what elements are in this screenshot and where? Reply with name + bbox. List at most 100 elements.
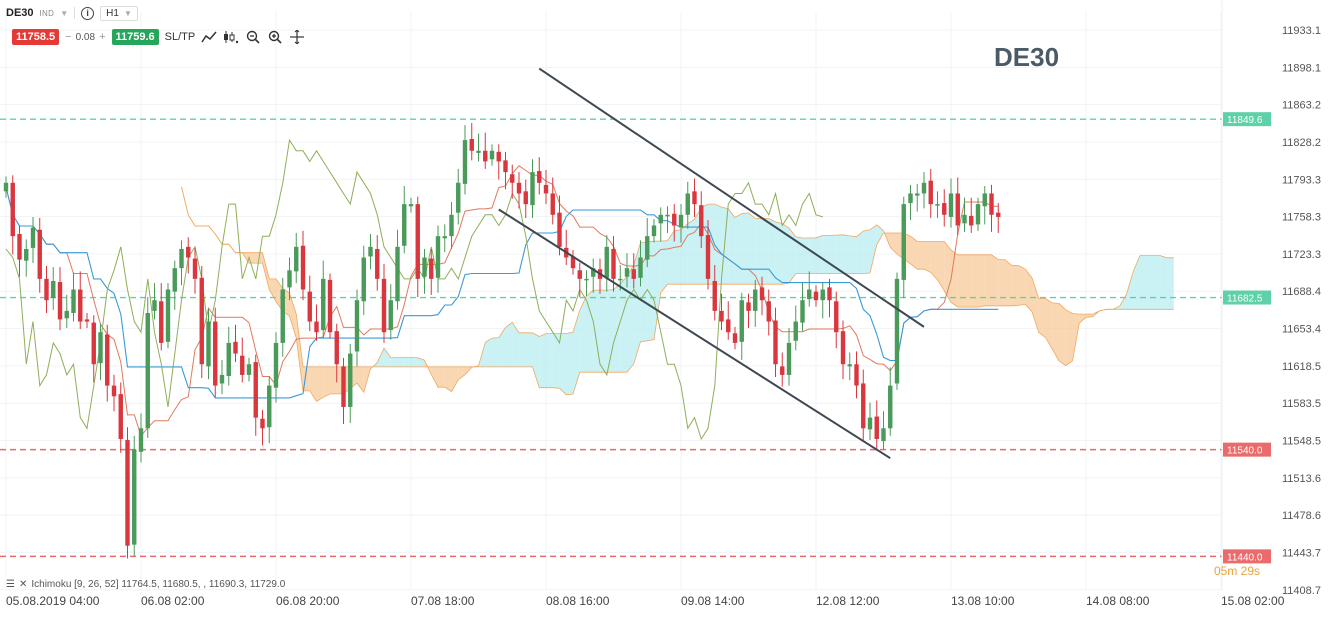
cloud-segment	[498, 327, 506, 367]
candle-body	[118, 394, 123, 439]
time-tick-label: 12.08 12:00	[816, 594, 880, 608]
candle-body	[435, 236, 441, 278]
time-tick-label: 05.08.2019 04:00	[6, 594, 100, 608]
candle-body	[138, 428, 144, 452]
info-icon[interactable]: i	[81, 6, 95, 20]
cloud-segment	[397, 357, 405, 367]
candle-body	[591, 268, 596, 277]
crosshair-icon[interactable]	[289, 29, 305, 45]
cloud-segment	[296, 314, 303, 391]
zoom-in-icon[interactable]	[267, 29, 283, 45]
candle-body	[719, 310, 724, 322]
candle-body	[996, 212, 1001, 217]
chevron-down-icon[interactable]: ▼	[60, 8, 69, 18]
candle-body	[510, 174, 515, 183]
trend-line-icon[interactable]	[201, 29, 217, 45]
candle-body	[199, 277, 204, 365]
cloud-segment	[978, 254, 985, 308]
close-icon[interactable]: ✕	[18, 579, 28, 590]
price-tick-label: 11443.7	[1282, 547, 1321, 559]
candle-body	[739, 300, 744, 342]
cloud-segment	[728, 208, 735, 285]
candle-body	[442, 236, 447, 239]
candle-body	[71, 289, 76, 314]
cloud-segment	[991, 254, 999, 306]
cloud-segment	[951, 250, 958, 308]
timeframe-select[interactable]: H1 ▼	[100, 5, 138, 21]
candle-body	[24, 248, 29, 261]
candle-body	[456, 182, 461, 213]
candle-body	[753, 289, 758, 311]
candle-body	[44, 278, 49, 301]
zoom-out-icon[interactable]	[245, 29, 261, 45]
candle-body	[3, 182, 9, 192]
minus-icon[interactable]: −	[65, 31, 72, 43]
sell-button[interactable]: 11758.5	[12, 29, 60, 45]
price-level-badge	[1223, 442, 1271, 457]
cloud-segment	[1140, 255, 1147, 310]
candle-body	[705, 235, 711, 279]
candle-body	[226, 342, 231, 376]
candle-body	[91, 322, 96, 365]
candle-body	[111, 385, 117, 397]
cloud-segment	[600, 290, 607, 373]
cloud-segment	[316, 366, 324, 402]
time-tick-label: 13.08 10:00	[951, 594, 1015, 608]
candle-body	[948, 193, 954, 217]
cloud-segment	[714, 204, 722, 285]
cloud-segment	[444, 366, 452, 392]
candle-body	[273, 342, 279, 388]
candle-body	[307, 291, 312, 322]
indicator-legend[interactable]: ☰ ✕ Ichimoku [9, 26, 52] 11764.5, 11680.…	[6, 579, 285, 590]
candle-body	[982, 193, 987, 207]
candle-body	[773, 320, 778, 365]
cloud-segment	[822, 235, 830, 274]
price-tick-label: 11688.4	[1282, 286, 1321, 298]
candle-body	[314, 321, 319, 333]
plus-icon[interactable]: +	[99, 31, 106, 43]
candle-body	[132, 449, 137, 545]
cloud-segment	[735, 213, 742, 285]
candle-body	[165, 289, 171, 342]
cloud-segment	[1160, 255, 1167, 310]
candle-body	[780, 366, 785, 375]
cloud-segment	[620, 276, 627, 373]
cloud-segment	[937, 241, 945, 291]
symbol-header: DE30 IND ▼ i H1 ▼	[6, 4, 138, 22]
cloud-segment	[384, 348, 391, 367]
cloud-segment	[1038, 298, 1046, 338]
candlesticks	[3, 123, 1001, 559]
cloud-segment	[687, 219, 695, 285]
price-tick-label: 11548.5	[1282, 436, 1321, 448]
cloud-segment	[762, 218, 769, 285]
candle-body	[476, 150, 481, 153]
cloud-segment	[870, 224, 877, 273]
price-level-badge	[1223, 549, 1271, 564]
cloud-segment	[532, 332, 540, 388]
sltp-button[interactable]: SL/TP	[164, 31, 196, 43]
candle-body	[651, 225, 657, 237]
menu-icon[interactable]: ☰	[6, 579, 15, 590]
candle-body	[51, 280, 56, 299]
spread-stepper[interactable]: − 0.08 +	[65, 31, 105, 43]
cloud-segment	[802, 238, 810, 274]
price-tick-label: 11723.3	[1282, 249, 1321, 261]
cloud-segment	[1032, 277, 1039, 333]
buy-button[interactable]: 11759.6	[111, 29, 159, 45]
candle-body	[584, 278, 589, 281]
candle-body	[847, 364, 852, 367]
candle-body	[449, 214, 454, 237]
candle-body	[840, 331, 846, 365]
spread-value[interactable]: 0.08	[75, 31, 96, 43]
candle-body	[935, 204, 940, 206]
candle-body	[746, 302, 751, 311]
candle-body	[888, 385, 893, 429]
candle-body	[942, 203, 947, 215]
candle-body	[192, 258, 198, 279]
chikou-line	[5, 138, 823, 441]
symbol-name[interactable]: DE30	[6, 7, 34, 19]
candle-body	[105, 334, 110, 386]
cloud-segment	[944, 241, 951, 303]
candles-icon[interactable]	[223, 29, 239, 45]
